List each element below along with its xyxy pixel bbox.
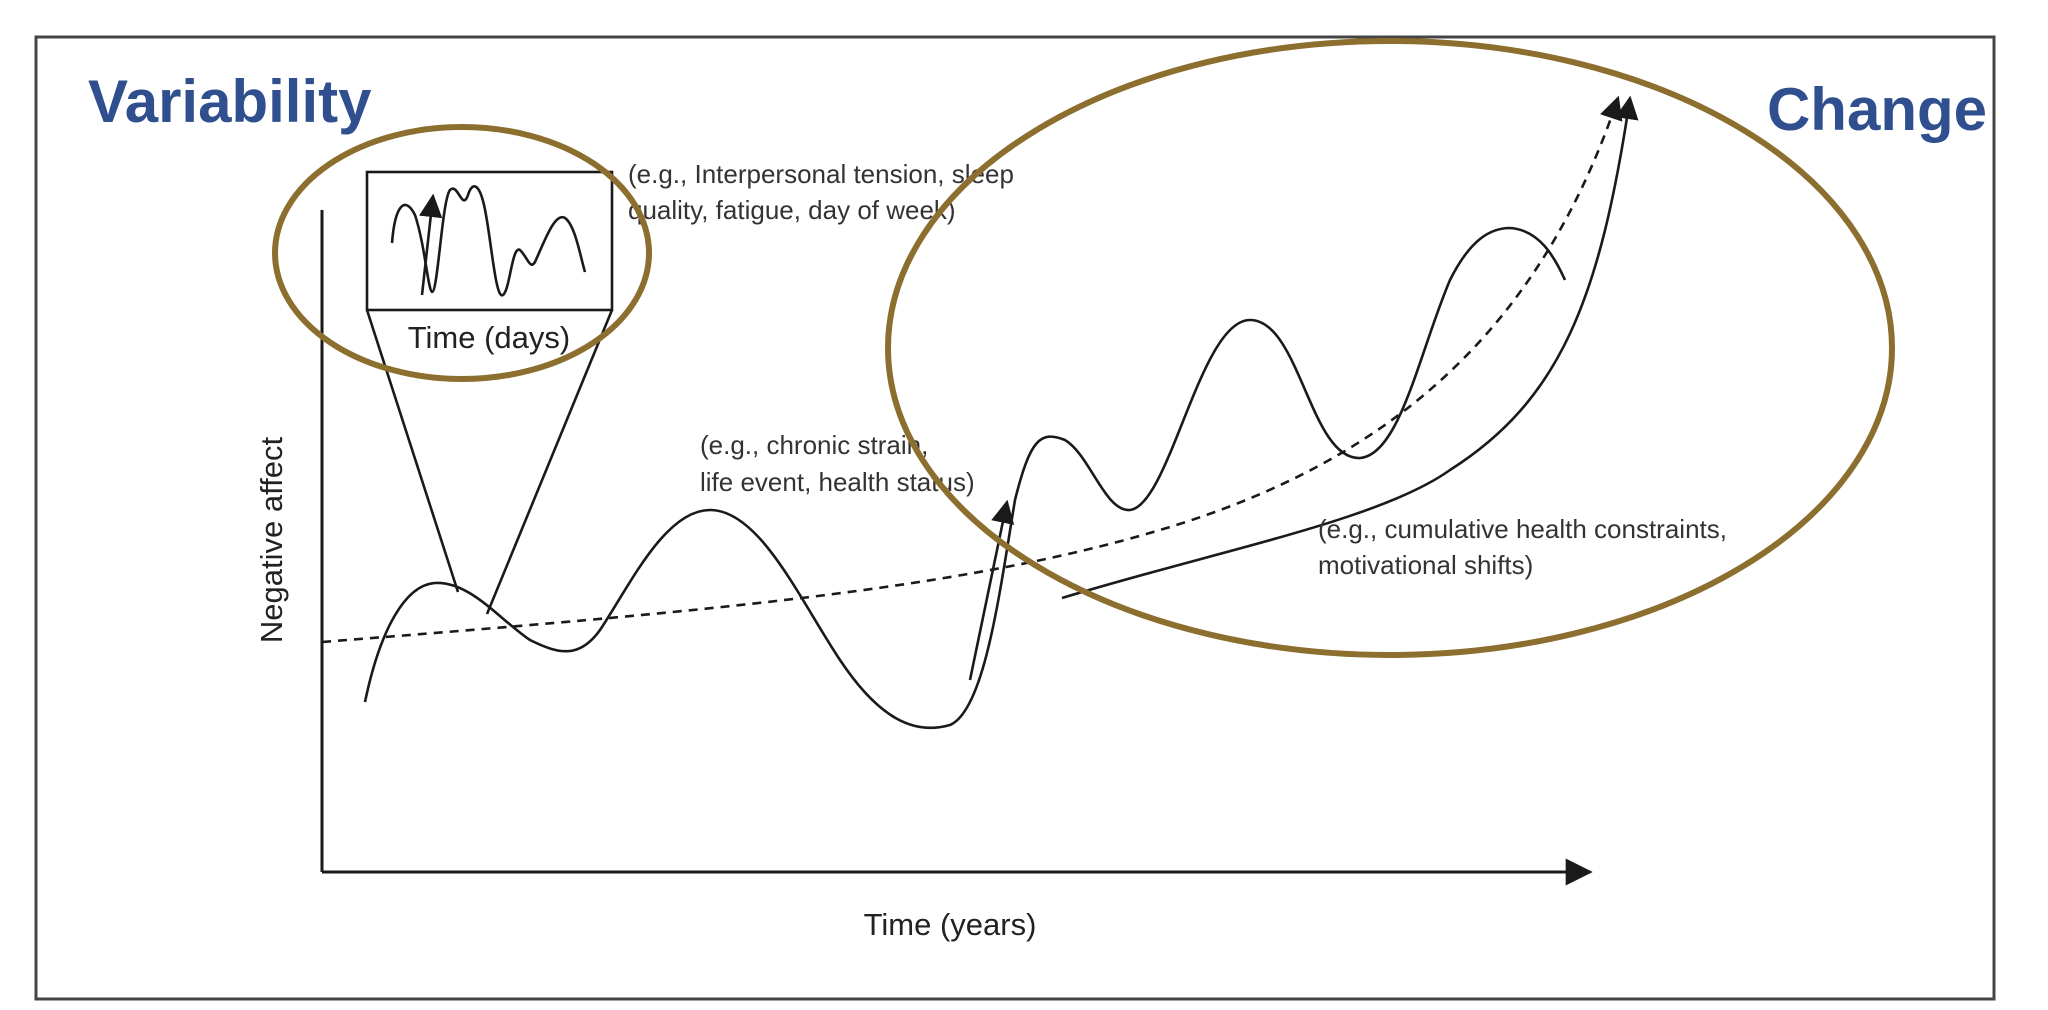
inset-arrow — [419, 193, 443, 296]
zoom-line-left — [365, 309, 460, 593]
affect-curve — [363, 226, 1567, 730]
y-axis-label: Negative affect — [254, 437, 289, 644]
cumulative-curve — [1061, 95, 1639, 600]
event-factors-line-1: (e.g., chronic strain, — [700, 430, 928, 460]
variability-highlight-ellipse — [272, 124, 652, 382]
x-axis-label: Time (years) — [864, 907, 1037, 942]
cumulative-factors-annotation: (e.g., cumulative health constraints, mo… — [1318, 514, 1734, 580]
zoom-line-right — [485, 309, 614, 615]
figure-frame — [34, 35, 1996, 1001]
cumulative-factors-line-1: (e.g., cumulative health constraints, — [1318, 514, 1727, 544]
change-heading: Change — [1767, 76, 1987, 143]
event-arrow — [968, 499, 1015, 681]
daily-factors-annotation: (e.g., Interpersonal tension, sleep qual… — [628, 159, 1021, 225]
inset-daily-curve — [390, 185, 587, 297]
inset-label: Time (days) — [408, 320, 570, 355]
daily-factors-line-2: quality, fatigue, day of week) — [628, 195, 956, 225]
cumulative-factors-line-2: motivational shifts) — [1318, 550, 1533, 580]
change-highlight-ellipse — [885, 38, 1895, 658]
daily-factors-line-1: (e.g., Interpersonal tension, sleep — [628, 159, 1014, 189]
trend-dashed-curve — [321, 95, 1623, 644]
event-factors-annotation: (e.g., chronic strain, life event, healt… — [700, 430, 975, 497]
variability-heading: Variability — [88, 68, 372, 135]
